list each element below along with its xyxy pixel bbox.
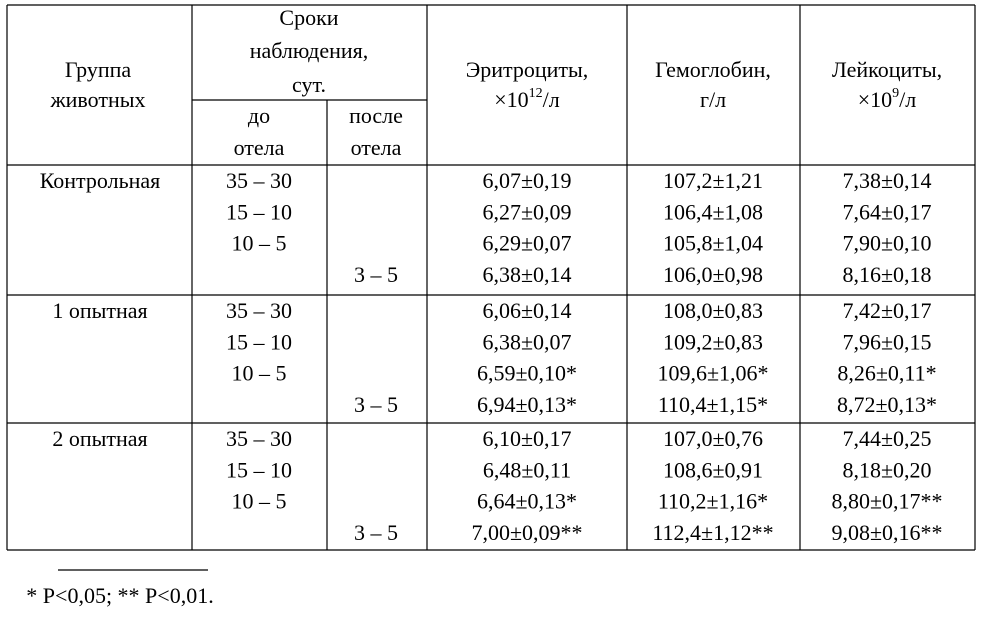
header-unit-part: /л <box>899 87 916 112</box>
cell: 10 – 5 <box>232 361 287 386</box>
header-unit-part: ×10 <box>858 87 892 112</box>
cell: 6,38±0,07 <box>482 329 571 354</box>
cell: 8,72±0,13* <box>837 392 937 417</box>
header-unit: ×109/л <box>858 86 917 112</box>
cell: 7,38±0,14 <box>842 168 931 193</box>
header-unit-part: /л <box>543 87 560 112</box>
cell: 106,4±1,08 <box>663 199 763 224</box>
cell: 15 – 10 <box>226 457 292 482</box>
cell: 105,8±1,04 <box>663 231 763 256</box>
cell: 6,64±0,13* <box>477 489 577 514</box>
cell: 3 – 5 <box>354 520 398 545</box>
cell: 35 – 30 <box>226 426 292 451</box>
group-name: 2 опытная <box>52 426 147 451</box>
cell: 7,44±0,25 <box>842 426 931 451</box>
cell: 107,2±1,21 <box>663 168 763 193</box>
header-unit: ×1012/л <box>494 86 560 112</box>
cell: 6,48±0,11 <box>483 457 571 482</box>
header-cell: сут. <box>292 72 326 97</box>
cell: 112,4±1,12** <box>652 520 773 545</box>
cell: 8,80±0,17** <box>831 489 942 514</box>
header-cell: отела <box>234 135 285 160</box>
cell: 6,94±0,13* <box>477 392 577 417</box>
cell: 10 – 5 <box>232 489 287 514</box>
header-cell: животных <box>49 87 145 112</box>
header-unit-part: ×10 <box>494 87 528 112</box>
cell: 6,59±0,10* <box>477 361 577 386</box>
table-grid <box>6 4 976 571</box>
cell: 109,2±0,83 <box>663 329 763 354</box>
cell: 110,4±1,15* <box>658 392 768 417</box>
cell: 6,27±0,09 <box>482 199 571 224</box>
cell: 3 – 5 <box>354 392 398 417</box>
header-cell: до <box>248 103 270 128</box>
cell: 35 – 30 <box>226 168 292 193</box>
cell: 6,38±0,14 <box>482 262 571 287</box>
header-cell: наблюдения, <box>250 38 369 63</box>
header-cell: отела <box>351 135 402 160</box>
cell: 3 – 5 <box>354 262 398 287</box>
cell: 15 – 10 <box>226 329 292 354</box>
cell: 9,08±0,16** <box>831 520 942 545</box>
header-unit-part: 12 <box>529 86 543 101</box>
cell: 7,00±0,09** <box>471 520 582 545</box>
cell: 6,07±0,19 <box>482 168 571 193</box>
cell: 110,2±1,16* <box>658 489 768 514</box>
cell: 15 – 10 <box>226 199 292 224</box>
cell: 6,29±0,07 <box>482 231 571 256</box>
cell: 8,18±0,20 <box>842 457 931 482</box>
cell: 106,0±0,98 <box>663 262 763 287</box>
cell: 108,6±0,91 <box>663 457 763 482</box>
header-cell: Эритроциты, <box>466 57 589 82</box>
cell: 7,96±0,15 <box>842 329 931 354</box>
cell: 35 – 30 <box>226 298 292 323</box>
cell: 7,42±0,17 <box>842 298 931 323</box>
footnote: * P<0,05; ** P<0,01. <box>26 583 213 608</box>
group-name: Контрольная <box>40 168 161 193</box>
cell: 7,64±0,17 <box>842 199 931 224</box>
header-cell: после <box>349 103 403 128</box>
cell: 6,10±0,17 <box>482 426 571 451</box>
header-cell: Сроки <box>279 5 338 30</box>
header-cell: Группа <box>65 57 132 82</box>
cell: 108,0±0,83 <box>663 298 763 323</box>
group-name: 1 опытная <box>52 298 147 323</box>
header-cell: г/л <box>700 87 726 112</box>
cell: 10 – 5 <box>232 231 287 256</box>
cell: 8,26±0,11* <box>837 361 936 386</box>
header-cell: Гемоглобин, <box>655 57 771 82</box>
cell: 8,16±0,18 <box>842 262 931 287</box>
cell: 7,90±0,10 <box>842 231 931 256</box>
header-unit-part: 9 <box>892 86 899 101</box>
cell: 109,6±1,06* <box>657 361 768 386</box>
cell: 6,06±0,14 <box>482 298 571 323</box>
header-cell: Лейкоциты, <box>832 57 942 82</box>
cell: 107,0±0,76 <box>663 426 763 451</box>
